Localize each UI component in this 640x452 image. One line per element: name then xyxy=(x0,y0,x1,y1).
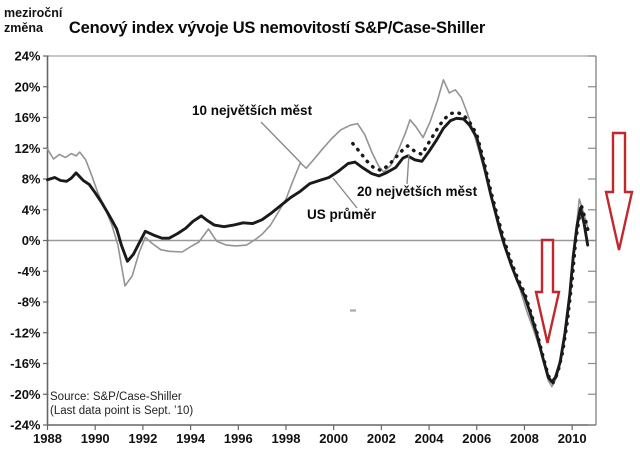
annotation-us-average: US průměr xyxy=(307,207,377,222)
source-note-line1: Source: S&P/Case-Shiller xyxy=(50,391,182,403)
y-tick-label: -24% xyxy=(10,418,41,433)
x-tick-label: 1994 xyxy=(176,431,206,446)
x-tick-label: 2006 xyxy=(462,431,491,446)
y-axis-title-line2: změna xyxy=(4,21,43,35)
chart-title: Cenový index vývoje US nemovitostí S&P/C… xyxy=(68,19,486,37)
x-tick-label: 1992 xyxy=(128,431,157,446)
y-tick-label: 12% xyxy=(14,141,40,156)
y-tick-label: 0% xyxy=(22,233,41,248)
annotation-leader-0 xyxy=(260,121,302,164)
down-arrow-icon xyxy=(534,238,561,344)
y-tick-label: 4% xyxy=(22,202,41,217)
x-tick-label: 1990 xyxy=(81,431,110,446)
x-tick-label: 2000 xyxy=(319,431,348,446)
series-us-average xyxy=(46,116,590,384)
annotation-10-largest-cities: 10 největších měst xyxy=(192,103,313,118)
y-axis-title-line1: meziroční xyxy=(4,6,63,20)
y-tick-label: -16% xyxy=(10,356,41,371)
y-tick-label: 16% xyxy=(14,110,40,125)
y-tick-label: 24% xyxy=(14,49,40,64)
x-tick-label: 2008 xyxy=(510,431,539,446)
y-tick-label: 20% xyxy=(14,79,40,94)
series-10-cities xyxy=(46,79,590,388)
annotation-leader-2 xyxy=(332,177,358,209)
x-tick-label: 1998 xyxy=(272,431,301,446)
y-tick-label: -4% xyxy=(17,264,41,279)
x-tick-label: 1996 xyxy=(224,431,253,446)
down-arrow-icon xyxy=(604,131,634,251)
x-tick-label: 2010 xyxy=(558,431,587,446)
source-note-line2: (Last data point is Sept. ’10) xyxy=(50,405,194,417)
y-tick-label: 8% xyxy=(22,172,41,187)
source-note: Source: S&P/Case-Shiller (Last data poin… xyxy=(50,390,193,418)
y-tick-label: -20% xyxy=(10,387,41,402)
x-tick-label: 2004 xyxy=(415,431,445,446)
y-tick-label: -12% xyxy=(10,325,41,340)
annotation-leader-1 xyxy=(406,153,410,185)
x-tick-label: 1988 xyxy=(33,431,62,446)
y-tick-label: -8% xyxy=(17,295,41,310)
x-tick-label: 2002 xyxy=(367,431,396,446)
y-axis-title: meziroční změna xyxy=(4,6,62,36)
annotation-20-largest-cities: 20 největších měst xyxy=(357,184,478,199)
